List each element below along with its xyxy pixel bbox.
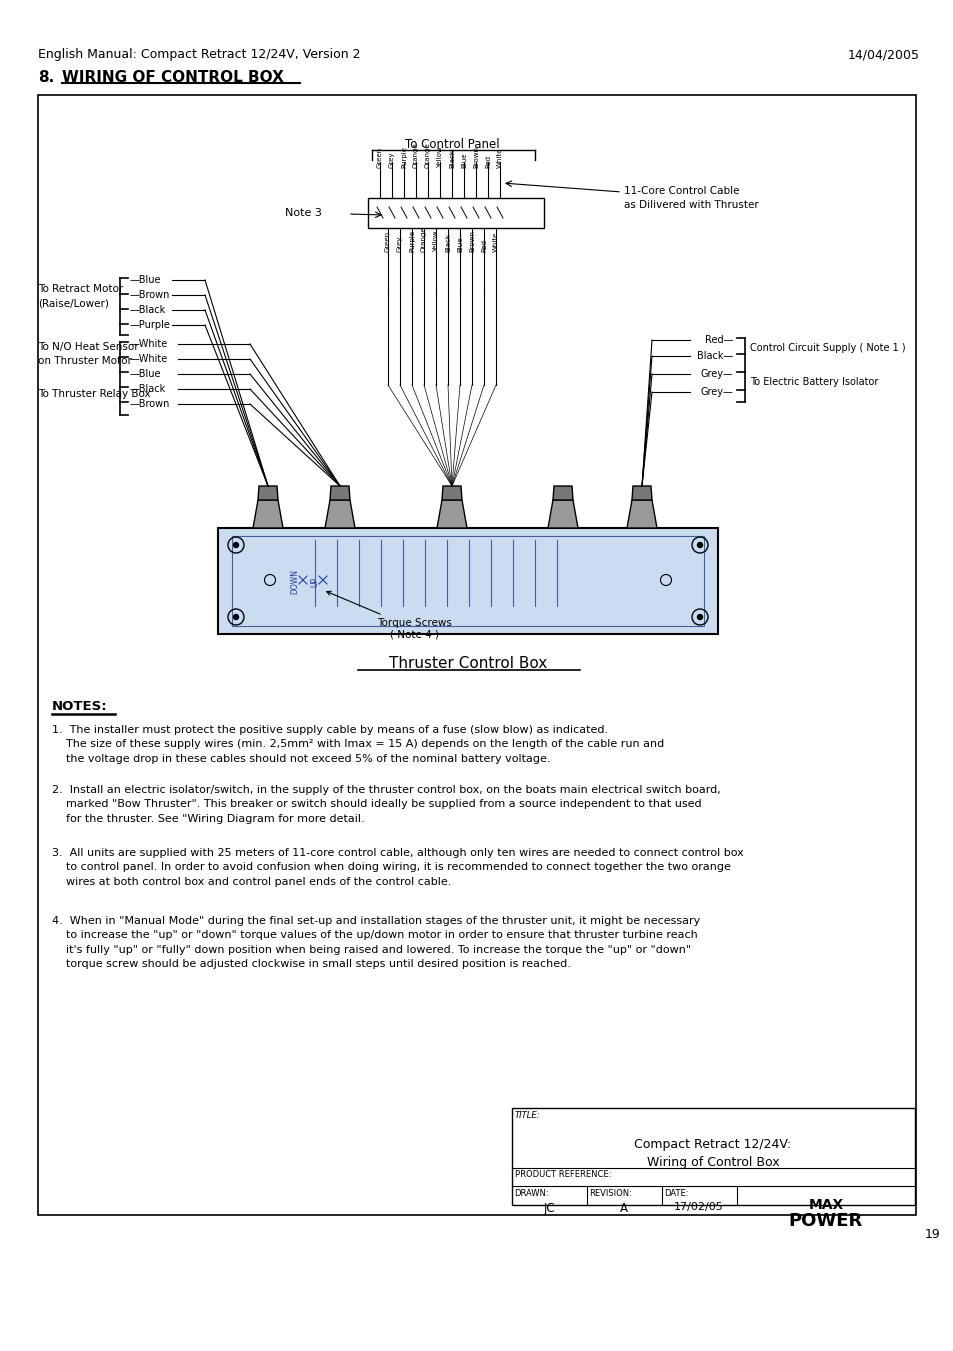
Text: Grey—: Grey— bbox=[700, 369, 732, 380]
Text: TITLE:: TITLE: bbox=[515, 1111, 540, 1120]
Text: Orange: Orange bbox=[424, 142, 431, 168]
Text: 8.: 8. bbox=[38, 70, 54, 85]
Text: 17/02/05: 17/02/05 bbox=[674, 1202, 723, 1212]
Text: MAX: MAX bbox=[807, 1198, 842, 1212]
Text: Black: Black bbox=[449, 149, 455, 168]
Text: NOTES:: NOTES: bbox=[52, 700, 108, 713]
Text: —Blue: —Blue bbox=[130, 276, 161, 285]
Polygon shape bbox=[436, 500, 467, 528]
Text: Black: Black bbox=[444, 232, 451, 253]
Text: Red: Red bbox=[484, 155, 491, 168]
Text: Yellow: Yellow bbox=[436, 146, 442, 168]
Text: Grey: Grey bbox=[389, 151, 395, 168]
Text: Red—: Red— bbox=[704, 335, 732, 345]
Text: Thruster Control Box: Thruster Control Box bbox=[389, 657, 547, 671]
Text: Purple: Purple bbox=[409, 230, 415, 253]
Text: To Control Panel: To Control Panel bbox=[404, 138, 498, 151]
Text: —White: —White bbox=[130, 339, 168, 349]
Text: DRAWN:: DRAWN: bbox=[514, 1189, 548, 1198]
Text: UP: UP bbox=[310, 577, 319, 588]
Text: 11-Core Control Cable: 11-Core Control Cable bbox=[623, 186, 739, 196]
Text: —White: —White bbox=[130, 354, 168, 363]
Text: Torque Screws
( Note 4 ): Torque Screws ( Note 4 ) bbox=[326, 592, 452, 639]
Text: Brown: Brown bbox=[473, 146, 478, 168]
Circle shape bbox=[697, 615, 701, 620]
Polygon shape bbox=[325, 500, 355, 528]
Text: Orange: Orange bbox=[413, 142, 418, 168]
Text: 14/04/2005: 14/04/2005 bbox=[847, 49, 919, 61]
Text: Blue: Blue bbox=[460, 153, 467, 168]
Text: —Blue: —Blue bbox=[130, 369, 161, 380]
Text: WIRING OF CONTROL BOX: WIRING OF CONTROL BOX bbox=[62, 70, 284, 85]
Text: 3.  All units are supplied with 25 meters of 11-core control cable, although onl: 3. All units are supplied with 25 meters… bbox=[52, 848, 743, 886]
Text: 19: 19 bbox=[923, 1228, 939, 1242]
Bar bbox=[232, 536, 703, 626]
Bar bbox=[368, 199, 543, 228]
Text: Grey—: Grey— bbox=[700, 386, 732, 397]
Text: JC: JC bbox=[542, 1202, 555, 1215]
Text: Green: Green bbox=[376, 147, 382, 168]
Polygon shape bbox=[547, 500, 578, 528]
Text: —Black: —Black bbox=[130, 384, 166, 394]
Text: PRODUCT REFERENCE:: PRODUCT REFERENCE: bbox=[515, 1170, 611, 1179]
Text: POWER: POWER bbox=[788, 1212, 862, 1229]
Text: Compact Retract 12/24V:
Wiring of Control Box: Compact Retract 12/24V: Wiring of Contro… bbox=[634, 1138, 791, 1169]
Circle shape bbox=[233, 543, 238, 547]
Text: Purple: Purple bbox=[400, 146, 407, 168]
Text: —Purple: —Purple bbox=[130, 320, 171, 330]
Text: —Brown: —Brown bbox=[130, 290, 171, 300]
Polygon shape bbox=[626, 500, 657, 528]
Polygon shape bbox=[253, 500, 283, 528]
Bar bbox=[218, 528, 718, 634]
Text: To N/O Heat Sensor
on Thruster Motor: To N/O Heat Sensor on Thruster Motor bbox=[38, 342, 138, 366]
Text: Black—: Black— bbox=[696, 351, 732, 361]
Text: —Black: —Black bbox=[130, 305, 166, 315]
Text: Yellow: Yellow bbox=[433, 231, 438, 253]
Text: Grey: Grey bbox=[396, 235, 402, 253]
Text: To Electric Battery Isolator: To Electric Battery Isolator bbox=[749, 377, 878, 386]
Text: Orange: Orange bbox=[420, 227, 427, 253]
Text: as Dilivered with Thruster: as Dilivered with Thruster bbox=[623, 200, 758, 209]
Text: Control Circuit Supply ( Note 1 ): Control Circuit Supply ( Note 1 ) bbox=[749, 343, 904, 353]
Text: A: A bbox=[619, 1202, 627, 1215]
Polygon shape bbox=[441, 486, 461, 500]
Polygon shape bbox=[330, 486, 350, 500]
Circle shape bbox=[697, 543, 701, 547]
Text: Note 3: Note 3 bbox=[285, 208, 321, 218]
Polygon shape bbox=[553, 486, 573, 500]
Bar bbox=[38, 95, 915, 1215]
Bar bbox=[512, 1108, 914, 1205]
Text: To Thruster Relay Box: To Thruster Relay Box bbox=[38, 389, 151, 399]
Text: Green: Green bbox=[385, 231, 391, 253]
Text: DOWN: DOWN bbox=[291, 570, 299, 594]
Polygon shape bbox=[257, 486, 277, 500]
Text: White: White bbox=[497, 147, 502, 168]
Text: White: White bbox=[493, 231, 498, 253]
Text: —Brown: —Brown bbox=[130, 399, 171, 409]
Text: Red: Red bbox=[480, 239, 486, 253]
Text: Blue: Blue bbox=[456, 236, 462, 253]
Text: 4.  When in "Manual Mode" during the final set-up and installation stages of the: 4. When in "Manual Mode" during the fina… bbox=[52, 916, 700, 969]
Text: English Manual: Compact Retract 12/24V, Version 2: English Manual: Compact Retract 12/24V, … bbox=[38, 49, 360, 61]
Text: Brown: Brown bbox=[469, 230, 475, 253]
Text: 2.  Install an electric isolator/switch, in the supply of the thruster control b: 2. Install an electric isolator/switch, … bbox=[52, 785, 720, 824]
Circle shape bbox=[233, 615, 238, 620]
Text: To Retract Motor
(Raise/Lower): To Retract Motor (Raise/Lower) bbox=[38, 284, 123, 308]
Polygon shape bbox=[631, 486, 651, 500]
Text: REVISION:: REVISION: bbox=[588, 1189, 631, 1198]
Text: DATE:: DATE: bbox=[663, 1189, 688, 1198]
Text: 1.  The installer must protect the positive supply cable by means of a fuse (slo: 1. The installer must protect the positi… bbox=[52, 725, 663, 763]
